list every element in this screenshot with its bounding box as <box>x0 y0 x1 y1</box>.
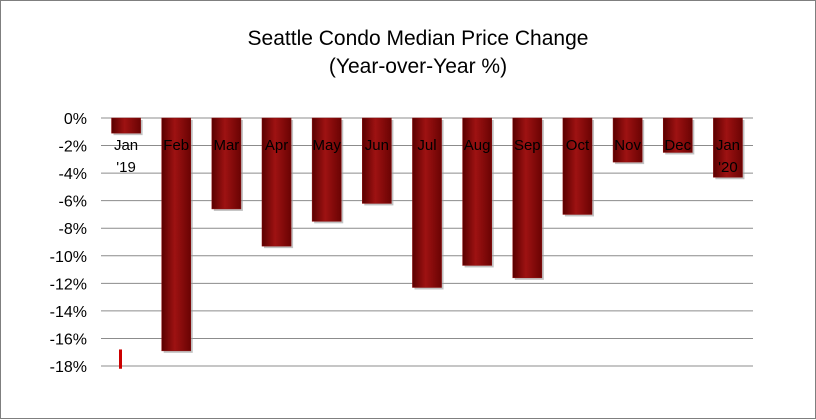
bar <box>713 117 743 178</box>
bar <box>412 117 442 288</box>
bar <box>512 117 543 279</box>
chart-subtitle: (Year-over-Year %) <box>329 55 507 78</box>
x-tick-label: Sep <box>514 137 541 154</box>
x-tick-label: Mar <box>213 137 239 154</box>
x-tick-label: Oct <box>566 137 590 154</box>
y-tick-label: -4% <box>59 166 87 183</box>
stray-marker <box>119 349 122 369</box>
x-tick-label: '19 <box>116 159 136 176</box>
x-tick-label: Jan <box>716 137 740 154</box>
y-tick-label: -6% <box>59 194 87 211</box>
bar <box>261 117 292 247</box>
x-tick-label: Nov <box>614 137 641 154</box>
bar <box>311 117 342 222</box>
x-tick-label: Jan <box>114 137 138 154</box>
bar <box>211 117 242 210</box>
bar <box>362 117 392 204</box>
x-tick-label: May <box>313 137 342 154</box>
x-tick-label: Dec <box>664 137 691 154</box>
x-tick-label: '20 <box>718 159 738 176</box>
y-tick-label: 0% <box>64 111 87 128</box>
y-tick-label: -8% <box>59 221 87 238</box>
y-tick-label: -10% <box>50 249 87 266</box>
x-tick-label: Jul <box>417 137 436 154</box>
x-tick-label: Jun <box>365 137 389 154</box>
bar <box>662 117 693 153</box>
bar <box>462 117 492 266</box>
bar <box>612 117 643 163</box>
y-tick-label: -14% <box>50 304 87 321</box>
bar <box>111 117 141 134</box>
y-tick-label: -12% <box>50 276 87 293</box>
y-tick-label: -16% <box>50 331 87 348</box>
x-tick-label: Apr <box>265 137 288 154</box>
bar <box>161 117 192 352</box>
y-tick-label: -18% <box>50 359 87 376</box>
x-tick-label: Feb <box>163 137 189 154</box>
bar <box>562 117 593 215</box>
x-tick-label: Aug <box>464 137 491 154</box>
y-axis-tick-labels: 0% -2% -4% -6% -8% -10% -12% -14% -16% -18% <box>50 111 87 376</box>
category-labels: Jan '19 Feb Mar Apr May Jun Jul Aug Sep Oct Nov Dec J… <box>114 137 740 176</box>
y-tick-label: -2% <box>59 139 87 156</box>
chart-title: Seattle Condo Median Price Change <box>248 27 589 50</box>
bars <box>111 117 745 353</box>
